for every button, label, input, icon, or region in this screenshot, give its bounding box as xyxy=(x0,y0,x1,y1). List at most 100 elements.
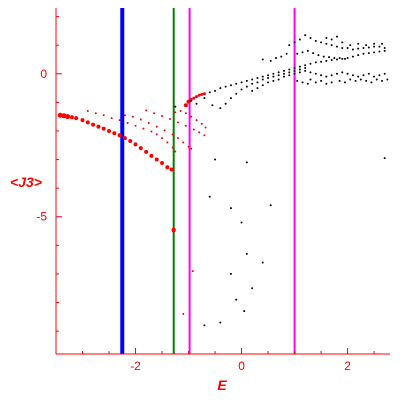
data-point xyxy=(357,47,360,50)
data-point xyxy=(272,75,275,78)
data-point xyxy=(338,79,341,82)
data-point xyxy=(123,114,126,117)
data-point xyxy=(243,310,246,313)
data-point xyxy=(359,78,362,81)
x-tick-label: 2 xyxy=(344,359,351,373)
data-point xyxy=(184,124,187,127)
data-point xyxy=(306,49,309,52)
data-point xyxy=(296,79,299,82)
data-point xyxy=(346,72,349,75)
data-point xyxy=(293,67,296,70)
data-point xyxy=(314,61,317,64)
data-point xyxy=(288,71,291,74)
data-point xyxy=(194,95,198,99)
data-point xyxy=(373,51,376,54)
data-point xyxy=(277,71,280,74)
data-point xyxy=(301,81,304,84)
data-point xyxy=(298,38,301,41)
data-point xyxy=(351,48,354,51)
data-point xyxy=(182,312,185,315)
data-point xyxy=(320,41,323,44)
data-point xyxy=(168,117,171,120)
data-point xyxy=(383,157,386,160)
data-point xyxy=(293,69,296,72)
data-point xyxy=(256,77,259,80)
data-point xyxy=(171,228,176,233)
data-point xyxy=(267,77,270,80)
data-point xyxy=(191,270,194,273)
data-point xyxy=(288,68,291,71)
data-point xyxy=(214,89,217,92)
data-point xyxy=(110,117,113,120)
y-axis-title: <J3> xyxy=(10,174,42,190)
data-point xyxy=(145,109,148,112)
data-point xyxy=(261,58,264,61)
data-points xyxy=(57,34,389,327)
data-point xyxy=(304,34,307,37)
data-point xyxy=(214,158,217,161)
data-point xyxy=(343,81,346,84)
data-point xyxy=(133,142,138,147)
data-point xyxy=(149,153,154,158)
data-point xyxy=(330,38,333,41)
data-point xyxy=(335,58,338,61)
data-point xyxy=(346,47,349,50)
data-point xyxy=(298,68,301,71)
data-point xyxy=(102,114,105,117)
data-point xyxy=(269,204,272,207)
data-point xyxy=(341,71,344,74)
data-point xyxy=(190,147,193,150)
data-point xyxy=(306,82,309,85)
data-point xyxy=(383,72,386,75)
data-point xyxy=(256,87,259,90)
data-point xyxy=(288,44,291,47)
data-point xyxy=(229,272,232,275)
data-point xyxy=(251,287,254,290)
data-point xyxy=(235,82,238,85)
data-point xyxy=(383,49,386,52)
data-point xyxy=(383,47,386,50)
data-point xyxy=(365,79,368,82)
data-point xyxy=(304,69,307,72)
axis-ticks: -2 0 2 0 -5 xyxy=(36,16,375,373)
data-point xyxy=(189,98,193,102)
data-point xyxy=(325,82,328,85)
data-point xyxy=(320,74,323,77)
data-point xyxy=(256,81,259,84)
data-point xyxy=(57,112,63,118)
data-point xyxy=(229,97,232,100)
data-point xyxy=(378,74,381,77)
data-point xyxy=(362,74,365,77)
data-point xyxy=(245,161,248,164)
data-point xyxy=(282,75,285,78)
data-point xyxy=(96,124,101,129)
data-point xyxy=(277,74,280,77)
data-point xyxy=(282,72,285,75)
data-point xyxy=(176,137,179,140)
data-point xyxy=(272,72,275,75)
data-point xyxy=(375,78,378,81)
data-point xyxy=(330,74,333,77)
data-point xyxy=(192,96,196,100)
data-point xyxy=(330,81,333,84)
data-point xyxy=(378,45,381,48)
data-point xyxy=(208,91,211,94)
data-point xyxy=(251,89,254,92)
data-point xyxy=(343,57,346,60)
data-point xyxy=(328,56,331,59)
data-point xyxy=(183,103,188,108)
data-point xyxy=(341,41,344,44)
data-point xyxy=(131,115,134,118)
data-point xyxy=(245,252,248,255)
x-tick-label: -2 xyxy=(130,359,141,373)
data-point xyxy=(317,54,320,57)
data-point xyxy=(200,92,204,96)
data-point xyxy=(144,149,149,154)
data-point xyxy=(335,45,338,48)
data-point xyxy=(69,115,74,120)
data-point xyxy=(349,78,352,81)
data-point xyxy=(325,75,328,78)
data-point xyxy=(187,145,190,148)
